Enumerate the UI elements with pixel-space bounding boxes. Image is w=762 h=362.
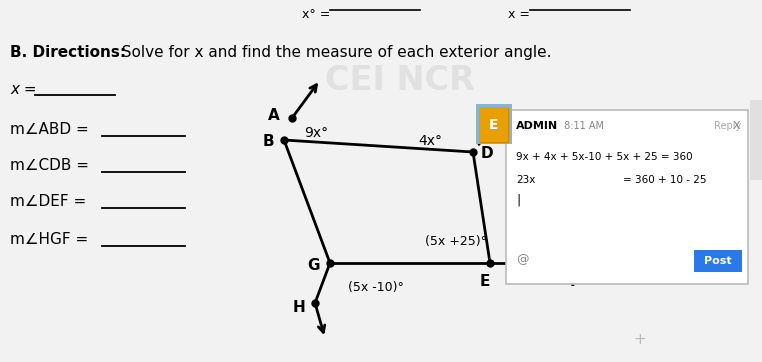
- Text: A: A: [268, 109, 280, 123]
- Text: 9x°: 9x°: [304, 126, 328, 140]
- Text: B. Directions:: B. Directions:: [10, 45, 126, 60]
- Text: x =: x =: [508, 8, 530, 21]
- Text: 4x°: 4x°: [418, 134, 442, 148]
- Text: 9x + 4x + 5x-10 + 5x + 25 = 360: 9x + 4x + 5x-10 + 5x + 25 = 360: [516, 152, 693, 162]
- Text: Post: Post: [704, 256, 732, 266]
- Text: D: D: [481, 147, 493, 161]
- Text: = 360 + 10 - 25: = 360 + 10 - 25: [623, 175, 706, 185]
- Text: G: G: [308, 257, 320, 273]
- Text: E: E: [489, 118, 499, 132]
- Text: m∠ABD =: m∠ABD =: [10, 122, 94, 137]
- Text: x =: x =: [10, 82, 41, 97]
- Bar: [476, 104, 512, 144]
- Text: m∠DEF =: m∠DEF =: [10, 194, 91, 209]
- Text: +: +: [634, 333, 646, 348]
- Text: m∠HGF =: m∠HGF =: [10, 232, 93, 247]
- Text: Solve for x and find the measure of each exterior angle.: Solve for x and find the measure of each…: [112, 45, 552, 60]
- Text: Reply: Reply: [714, 121, 741, 131]
- Text: E: E: [480, 274, 490, 289]
- Text: CEI NCR: CEI NCR: [325, 63, 475, 97]
- FancyBboxPatch shape: [506, 110, 748, 284]
- Text: (5x -10)°: (5x -10)°: [348, 281, 404, 294]
- Text: x° =: x° =: [302, 8, 330, 21]
- Text: @: @: [516, 253, 529, 266]
- Text: ADMIN: ADMIN: [516, 121, 558, 131]
- Text: |: |: [516, 194, 520, 206]
- Text: F: F: [570, 274, 580, 289]
- Text: 8:11 AM: 8:11 AM: [561, 121, 604, 131]
- Bar: [694, 250, 742, 272]
- Text: 23x: 23x: [516, 175, 536, 185]
- Bar: [480, 108, 508, 142]
- Text: B: B: [262, 135, 274, 150]
- Text: m∠CDB =: m∠CDB =: [10, 158, 94, 173]
- Text: (5x +25)°: (5x +25)°: [425, 235, 487, 248]
- Bar: [480, 108, 508, 142]
- Text: H: H: [293, 300, 306, 316]
- Bar: [750, 100, 762, 180]
- Text: X: X: [732, 121, 740, 131]
